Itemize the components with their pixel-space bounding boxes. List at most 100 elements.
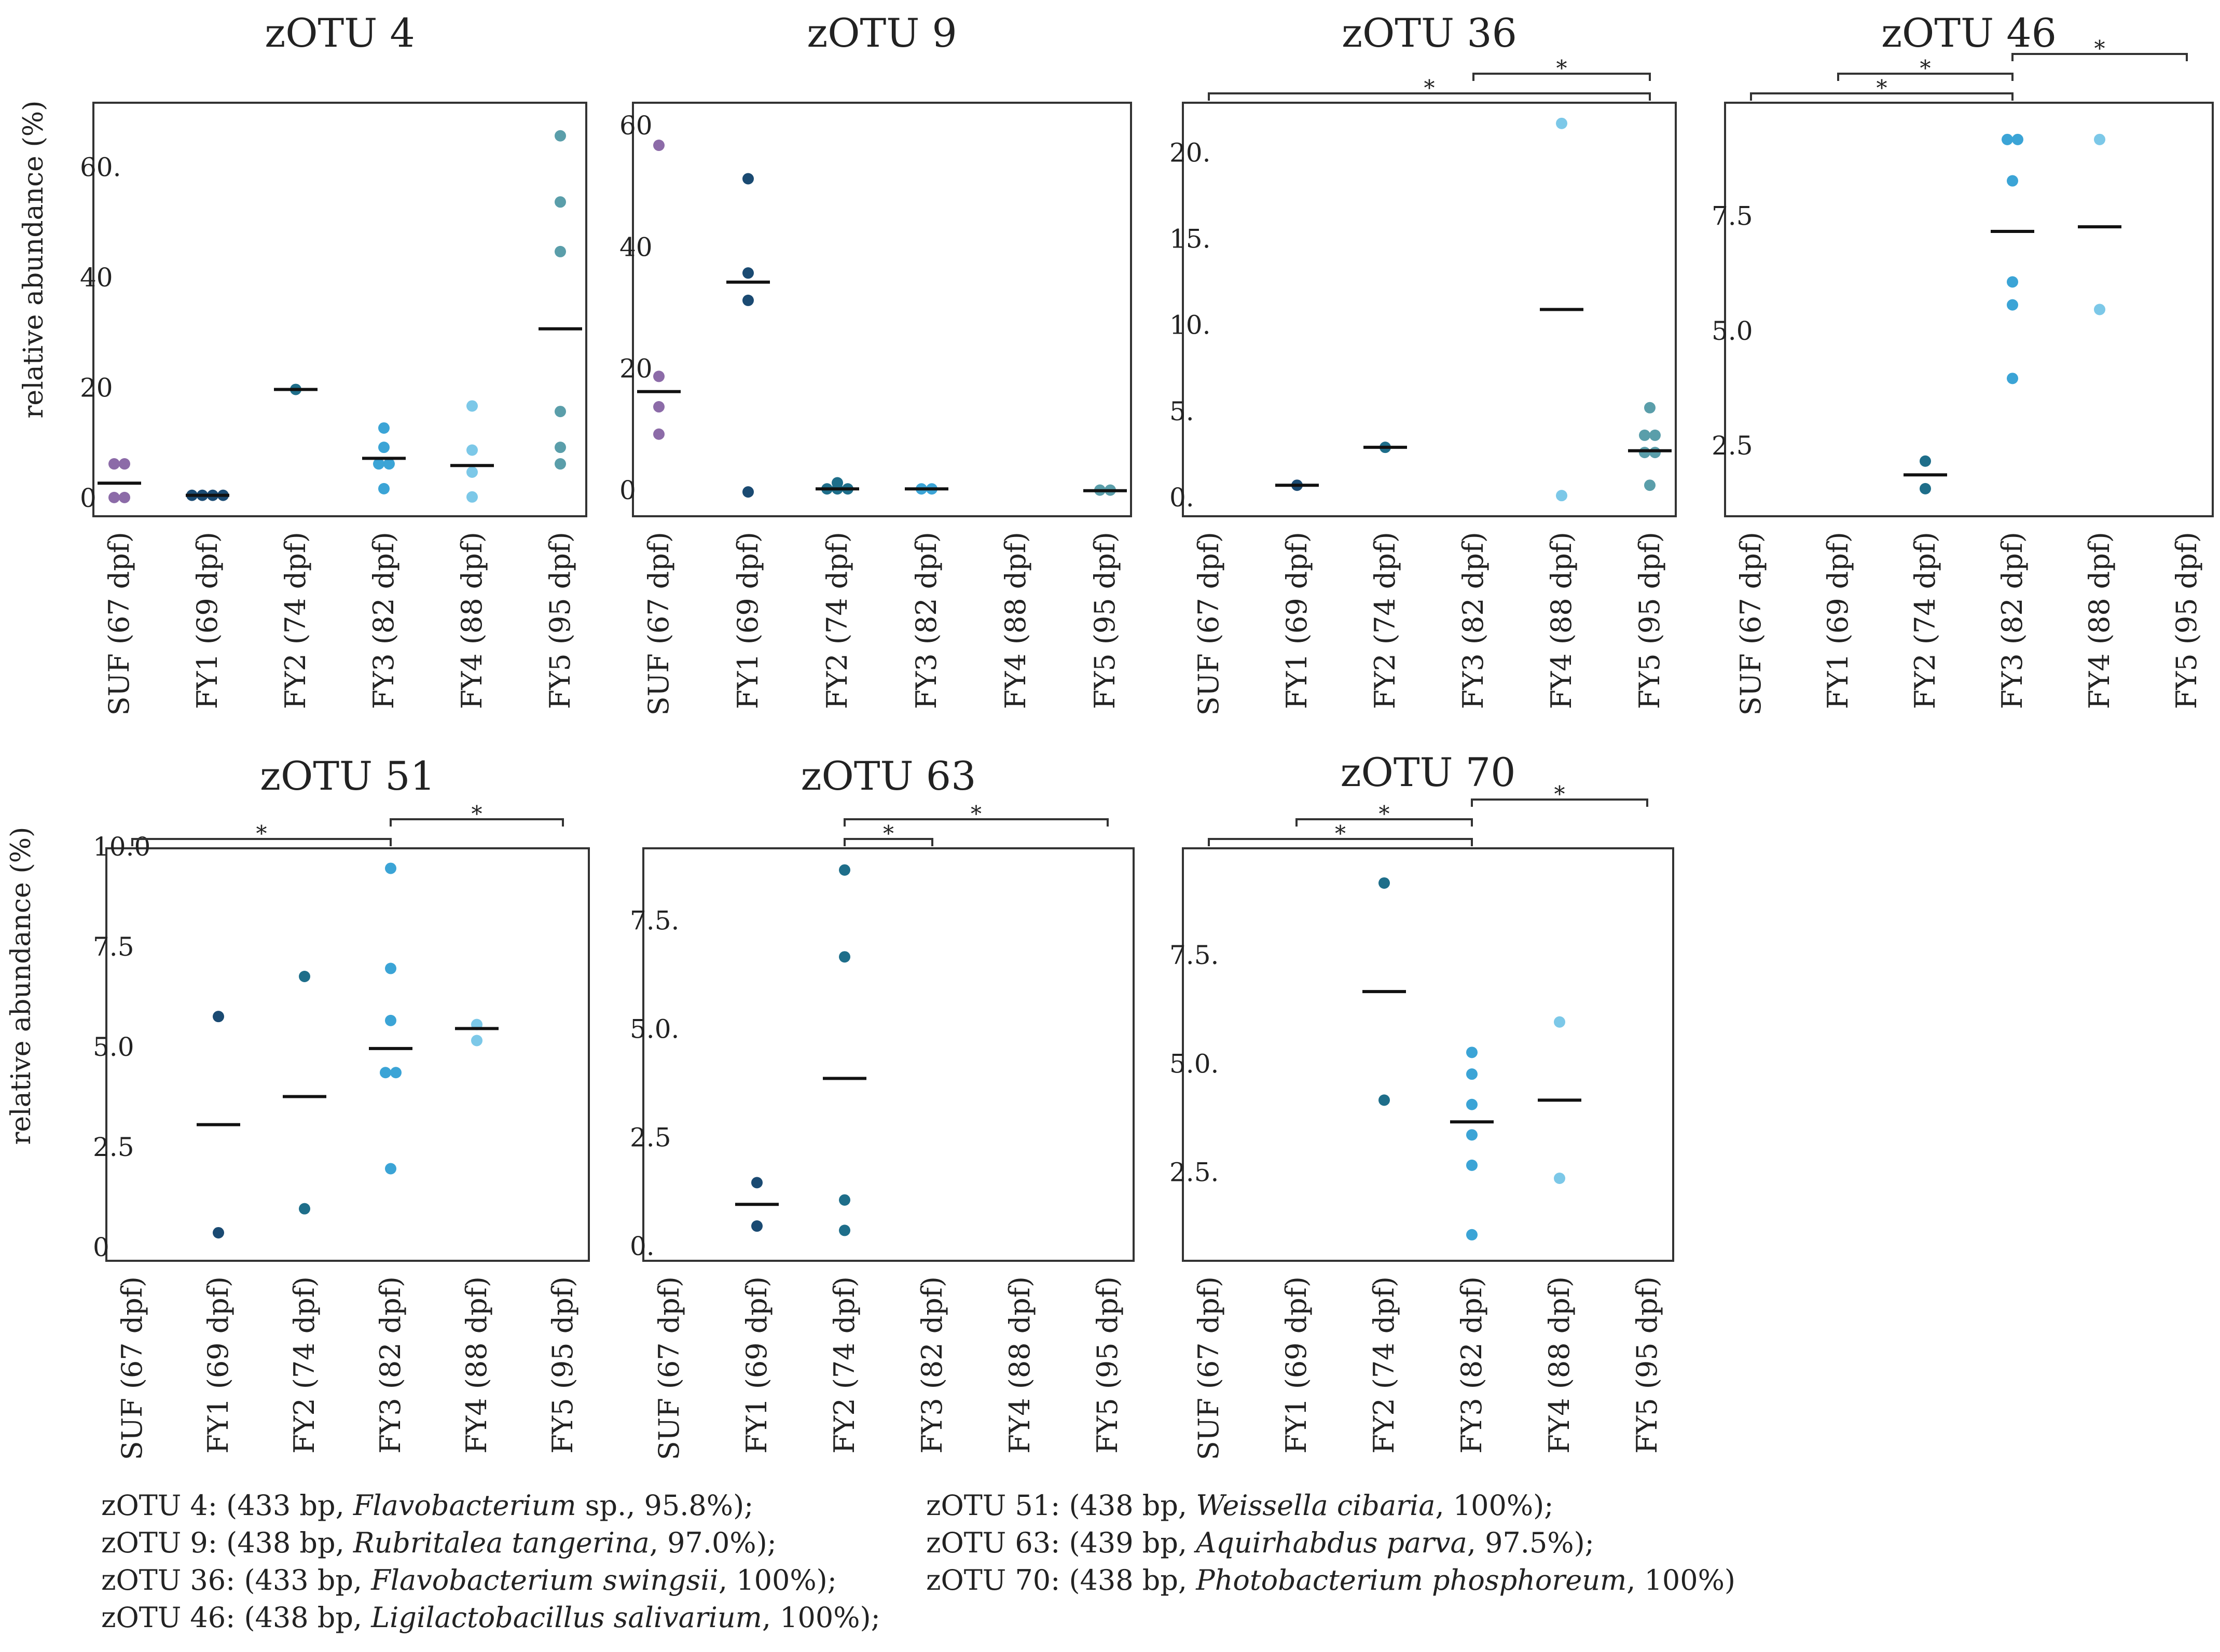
data-point <box>2007 299 2018 311</box>
data-point <box>373 458 384 470</box>
data-point <box>1920 483 1931 494</box>
data-point <box>390 1067 402 1079</box>
data-point <box>839 1224 850 1236</box>
data-point <box>1920 455 1931 467</box>
y-tick-label: 60. <box>80 153 121 183</box>
x-category-label: SUF (67 dpf) <box>653 1276 685 1460</box>
significance-bracket <box>1471 799 1648 807</box>
data-point <box>385 1163 396 1175</box>
data-point <box>466 466 478 478</box>
y-tick-label: 0. <box>630 1231 655 1261</box>
data-point <box>385 1014 396 1026</box>
chart-panel: zOTU 70 2.5. 5.0. 7.5. SUF (67 dpf) FY1 (69 d… <box>1169 749 1674 1460</box>
x-category-label: SUF (67 dpf) <box>116 1276 148 1460</box>
y-axis-label-top: relative abundance (%) <box>18 101 49 419</box>
x-category-label: FY5 (95 dpf) <box>1088 532 1121 709</box>
data-point <box>1466 1068 1478 1080</box>
x-category-label: SUF (67 dpf) <box>1192 1276 1225 1460</box>
x-category-label: FY3 (82 dpf) <box>910 532 943 709</box>
x-category-label: FY5 (95 dpf) <box>2170 532 2203 709</box>
chart-panel: zOTU 63 0. 2.5 5.0. 7.5. SUF (67 dpf) FY1 (69 … <box>630 753 1135 1460</box>
data-point <box>653 140 665 152</box>
data-point <box>380 1067 391 1079</box>
significance-star: * <box>1379 801 1390 827</box>
x-category-label: SUF (67 dpf) <box>642 532 675 715</box>
data-point <box>1556 490 1567 502</box>
data-point <box>108 458 120 470</box>
data-point <box>1639 447 1650 459</box>
data-point <box>385 862 396 874</box>
y-tick-label: 0 <box>93 1232 109 1262</box>
x-category-label: FY3 (82 dpf) <box>367 532 400 709</box>
panel-title: zOTU 70 <box>1341 749 1516 795</box>
y-tick-label: 60 <box>619 111 653 141</box>
y-tick-label: 0 <box>80 483 96 513</box>
data-point <box>1644 479 1656 491</box>
plot-frame <box>1182 847 1674 1262</box>
significance-star: * <box>1554 781 1565 807</box>
significance-bracket <box>1208 838 1473 846</box>
data-point <box>653 428 665 440</box>
x-category-label: FY1 (69 dpf) <box>1280 1276 1313 1454</box>
x-category-label: FY4 (88 dpf) <box>1545 532 1578 709</box>
y-tick-label: 40 <box>80 263 113 293</box>
data-point <box>2007 276 2018 288</box>
data-point <box>299 1203 310 1215</box>
significance-bracket <box>1295 818 1473 827</box>
data-point <box>466 491 478 503</box>
y-tick-label: 2.5 <box>1712 431 1753 461</box>
panel-title: zOTU 46 <box>1881 10 2057 56</box>
y-tick-label: 7.5 <box>93 932 134 962</box>
significance-bracket <box>1472 73 1651 81</box>
x-category-label: FY1 (69 dpf) <box>740 1276 773 1454</box>
plot-frame <box>632 102 1132 517</box>
chart-panel: zOTU 9 0 20 40 60 SUF (67 dpf) FY1 (69 dpf) FY2… <box>619 10 1132 715</box>
y-tick-label: 7.5 <box>1712 201 1753 231</box>
panel-title: zOTU 51 <box>260 753 435 799</box>
y-tick-label: 40 <box>619 232 653 262</box>
x-category-label: FY3 (82 dpf) <box>1996 532 2029 709</box>
x-category-label: FY4 (88 dpf) <box>2083 532 2116 709</box>
significance-star: * <box>1920 56 1931 81</box>
plot-frame <box>1182 102 1677 517</box>
data-point <box>466 444 478 456</box>
chart-panel: zOTU 4 0 20 40 60. SUF (67 dpf) FY1 (69 dpf) FY… <box>80 10 587 715</box>
x-category-label: SUF (67 dpf) <box>1734 532 1767 715</box>
panel-title: zOTU 63 <box>801 753 976 799</box>
chart-panel: zOTU 36 0. 5. 10. 15. 20. SUF (67 dpf) FY1 (69 … <box>1169 10 1677 715</box>
significance-star: * <box>971 801 982 827</box>
x-category-label: FY3 (82 dpf) <box>374 1276 407 1454</box>
x-category-label: FY1 (69 dpf) <box>732 532 764 709</box>
data-point <box>653 370 665 382</box>
x-category-label: FY5 (95 dpf) <box>1633 532 1666 709</box>
data-point <box>1556 117 1567 129</box>
significance-star: * <box>1424 75 1435 101</box>
data-point <box>2002 133 2013 145</box>
data-point <box>1466 1229 1478 1241</box>
significance-bracket <box>2011 53 2188 61</box>
x-category-label: FY2 (74 dpf) <box>279 532 312 709</box>
significance-star: * <box>2094 36 2105 61</box>
data-point <box>378 483 390 494</box>
data-point <box>466 400 478 412</box>
y-tick-label: 5.0. <box>1169 1049 1219 1079</box>
y-tick-label: 2.5. <box>1169 1158 1219 1188</box>
x-category-label: FY1 (69 dpf) <box>1280 532 1313 709</box>
x-category-label: FY2 (74 dpf) <box>288 1276 321 1454</box>
plot-frame <box>92 102 587 517</box>
x-category-label: FY5 (95 dpf) <box>544 532 576 709</box>
data-point <box>471 1035 482 1047</box>
x-category-label: FY4 (88 dpf) <box>1543 1276 1576 1454</box>
x-category-label: FY2 (74 dpf) <box>821 532 853 709</box>
y-tick-label: 20 <box>619 354 653 384</box>
significance-star: * <box>1877 75 1887 101</box>
x-category-label: FY5 (95 dpf) <box>546 1276 579 1454</box>
data-point <box>555 245 566 257</box>
data-point <box>2007 175 2018 187</box>
data-point <box>1649 429 1661 441</box>
x-category-label: FY5 (95 dpf) <box>1091 1276 1124 1454</box>
data-point <box>1466 1047 1478 1058</box>
x-category-label: FY3 (82 dpf) <box>916 1276 948 1454</box>
data-point <box>383 458 395 470</box>
x-category-label: SUF (67 dpf) <box>1192 532 1225 715</box>
